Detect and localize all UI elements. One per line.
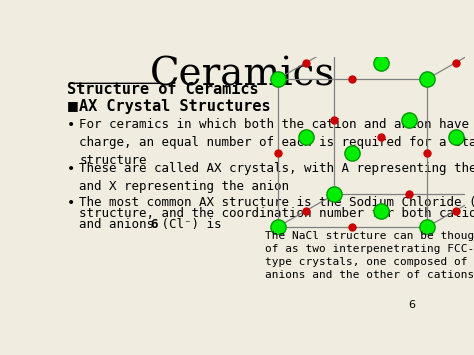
Text: •: • xyxy=(66,196,75,210)
Text: •: • xyxy=(66,118,75,132)
Text: •: • xyxy=(66,162,75,175)
Text: For ceramics in which both the cation and anion have the same
charge, an equal n: For ceramics in which both the cation an… xyxy=(80,118,474,167)
Text: and anions (Cl⁻) is: and anions (Cl⁻) is xyxy=(80,218,229,230)
Text: structure, and the coordination number for both cations (Na⁺): structure, and the coordination number f… xyxy=(80,207,474,220)
Text: The NaCl structure can be thought
of as two interpenetrating FCC-
type crystals,: The NaCl structure can be thought of as … xyxy=(265,231,474,280)
Text: Structure of Ceramics: Structure of Ceramics xyxy=(66,82,258,97)
Text: AX Crystal Structures: AX Crystal Structures xyxy=(80,99,271,114)
Text: Ceramics: Ceramics xyxy=(150,56,336,93)
Text: ■: ■ xyxy=(66,99,78,111)
Text: These are called AX crystals, with A representing the cation
and X representing : These are called AX crystals, with A rep… xyxy=(80,162,474,192)
Text: 6: 6 xyxy=(409,300,416,311)
Text: 6: 6 xyxy=(150,218,157,230)
Text: The most common AX structure is the Sodium Chloride (NaCl): The most common AX structure is the Sodi… xyxy=(80,196,474,209)
